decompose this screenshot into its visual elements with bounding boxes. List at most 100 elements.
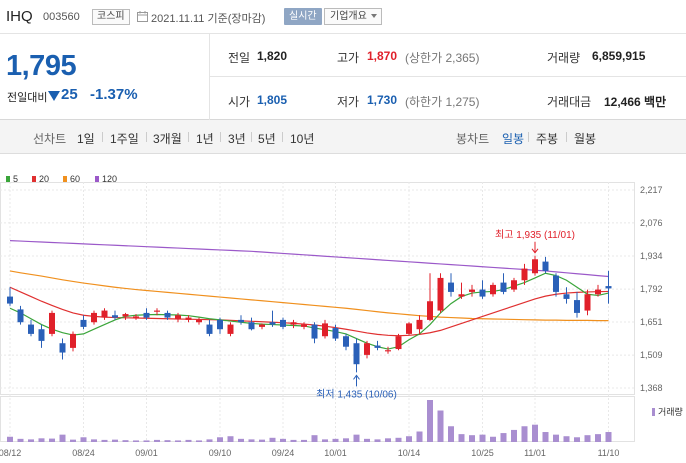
change-label: 전일대비 [7, 92, 48, 104]
current-price: 1,795 [6, 50, 77, 82]
moving-averages [9, 240, 609, 350]
volume-bar [374, 439, 381, 442]
volume-legend-label: 거래량 [658, 406, 683, 417]
top-bar: IHQ 003560 코스피 2021.11.11 기준(장마감) 실시간 기업… [0, 0, 686, 34]
period-1d[interactable]: 1일 [77, 132, 95, 146]
realtime-button[interactable]: 실시간 [284, 8, 322, 25]
chevron-down-icon [370, 14, 377, 18]
candle [311, 322, 318, 344]
x-tick-label: 09/24 [272, 448, 295, 458]
volume-bar [248, 439, 255, 442]
x-tick-label: 10/14 [398, 448, 421, 458]
period-3y[interactable]: 3년 [228, 132, 246, 146]
candle [80, 315, 87, 330]
volume-bar [290, 439, 297, 442]
candle-weekly[interactable]: 주봉 [536, 132, 559, 146]
candle-body [259, 324, 265, 327]
candle-body [227, 324, 234, 334]
candle [395, 333, 402, 351]
y-tick-label: 1,934 [640, 251, 663, 261]
candle [301, 322, 307, 330]
volume-bar [133, 440, 139, 442]
candle [605, 270, 612, 304]
company-info-label: 기업개요 [330, 11, 367, 22]
candle [112, 310, 118, 320]
volume-bar [448, 426, 454, 442]
candle-body [469, 289, 475, 292]
candle-body [248, 322, 255, 330]
company-info-dropdown[interactable]: 기업개요 [324, 8, 382, 25]
candle-body [511, 280, 517, 290]
x-tick-label: 11/10 [598, 448, 620, 458]
y-tick-label: 1,509 [640, 350, 663, 360]
candle [353, 338, 360, 373]
price-panel-frame [0, 182, 635, 395]
volume-panel-frame [0, 396, 635, 442]
period-1y[interactable]: 1년 [196, 132, 214, 146]
candle-body [490, 284, 496, 295]
high-label: 고가 [337, 51, 360, 65]
candle [553, 273, 559, 297]
candle-body [364, 343, 370, 355]
candle-body [521, 268, 528, 281]
low-arrow-head [353, 374, 360, 380]
candle-body [416, 319, 423, 330]
candle-body [553, 275, 559, 292]
candle-body [595, 289, 601, 295]
candle-body [206, 324, 213, 334]
candle-body [133, 316, 139, 318]
candle-body [143, 312, 150, 318]
candle [154, 308, 160, 316]
candle [238, 315, 244, 325]
volume-bar [269, 437, 276, 442]
period-1w[interactable]: 1주일 [110, 132, 139, 146]
volume-bar [70, 439, 76, 442]
candle [364, 340, 370, 359]
period-3m[interactable]: 3개월 [153, 132, 182, 146]
candle-body [500, 282, 507, 292]
quote-panel: 1,795 전일대비 25 -1.37% 전일 1,820 고가 1,870 (… [0, 34, 686, 120]
volume-bar [395, 437, 402, 442]
x-tick-label: 09/01 [135, 448, 158, 458]
volume-bar [574, 437, 580, 442]
candle [175, 312, 181, 323]
candle-body [311, 324, 318, 339]
candle [469, 284, 475, 297]
candle-daily[interactable]: 일봉 [502, 132, 525, 146]
price-chart[interactable]: 2,217 2,076 1,934 1,792 1,651 1,509 1,368 08/12… [0, 154, 686, 463]
legend-label: 120 [102, 174, 117, 184]
volume-bar [17, 438, 24, 442]
candle-body [343, 336, 349, 347]
period-10y[interactable]: 10년 [290, 132, 315, 146]
candle [584, 289, 591, 316]
chart-grid [0, 182, 635, 442]
candle-body [80, 319, 87, 327]
lower-limit-text: (하한가 1,275) [405, 95, 480, 109]
period-bar: 선차트 1일 1주일 3개월 1년 3년 5년 10년 봉차트 일봉 주봉 월봉 [0, 120, 686, 154]
period-separator [251, 132, 252, 142]
candle [500, 273, 507, 295]
candle-body [584, 294, 591, 311]
candle-monthly[interactable]: 월봉 [574, 132, 597, 146]
x-tick-label: 08/24 [72, 448, 95, 458]
candle [542, 256, 549, 274]
volume-bar [584, 435, 591, 442]
candle [196, 317, 202, 325]
period-separator [282, 132, 283, 142]
period-5y[interactable]: 5년 [258, 132, 276, 146]
candle-body [532, 259, 538, 274]
candle [7, 287, 13, 306]
candle-body [7, 296, 13, 304]
volume-bar [143, 440, 150, 442]
low-annotation-label: 최저 1,435 (10/06) [316, 388, 397, 400]
y-tick-label: 1,651 [640, 317, 663, 327]
candle-body [437, 277, 444, 311]
volume-bar [532, 424, 538, 442]
candle-body [458, 294, 465, 297]
candle-body [427, 301, 433, 320]
ma5-line [9, 272, 609, 350]
volume-bar [259, 439, 265, 442]
volume-bar [500, 433, 507, 442]
candle-body [217, 319, 223, 330]
